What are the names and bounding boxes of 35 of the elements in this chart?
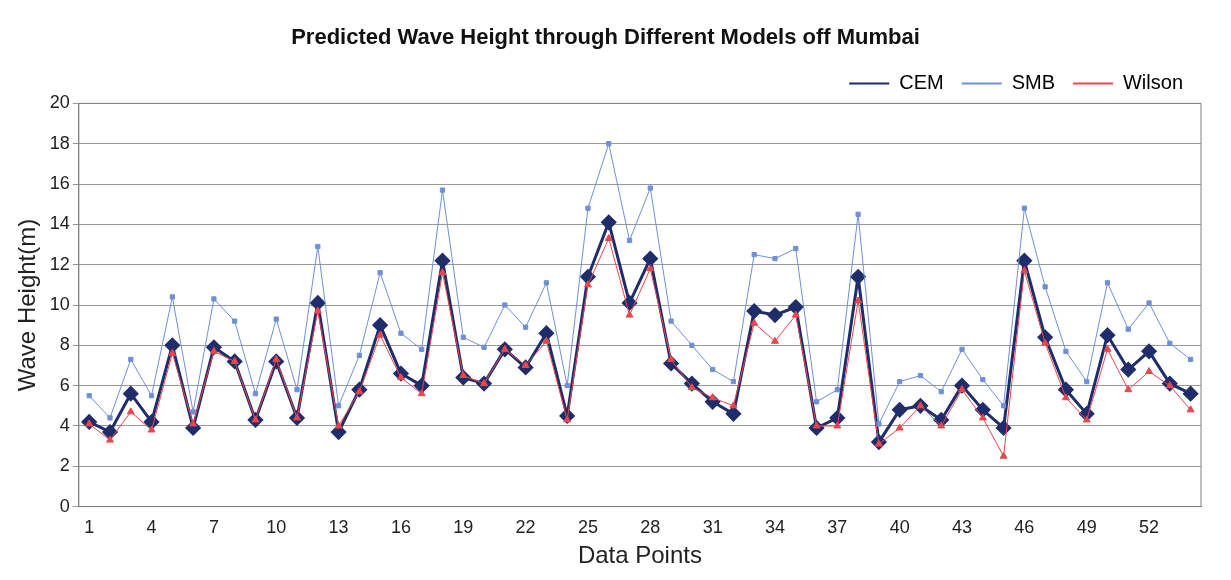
chart-title: Predicted Wave Height through Different Models off Mumbai	[291, 24, 920, 50]
y-tick-label: 16	[49, 173, 70, 194]
x-tick-label: 31	[702, 517, 723, 538]
y-tick-label: 18	[49, 132, 70, 153]
x-tick-label: 1	[84, 517, 95, 538]
x-tick-label: 7	[208, 517, 219, 538]
y-tick-label: 10	[49, 293, 70, 314]
y-tick-label: 0	[59, 495, 70, 516]
y-tick-label: 12	[49, 253, 70, 274]
x-tick-label: 43	[952, 517, 973, 538]
x-axis-title: Data Points	[577, 541, 702, 569]
y-tick-label: 8	[59, 334, 70, 355]
legend-label: SMB	[1011, 70, 1055, 93]
x-tick-label: 40	[889, 517, 910, 538]
x-tick-label: 52	[1139, 517, 1160, 538]
y-tick-label: 6	[59, 374, 70, 395]
x-tick-label: 37	[827, 517, 848, 538]
x-tick-label: 28	[640, 517, 661, 538]
x-tick-label: 49	[1076, 517, 1097, 538]
y-tick-label: 14	[49, 213, 70, 234]
x-tick-label: 22	[515, 517, 536, 538]
legend-label: CEM	[899, 70, 944, 93]
y-tick-label: 20	[49, 92, 70, 113]
x-tick-label: 34	[764, 517, 785, 538]
y-axis-title: Wave Height(m)	[13, 218, 41, 392]
x-tick-label: 10	[266, 517, 287, 538]
x-tick-label: 16	[390, 517, 411, 538]
x-tick-label: 4	[146, 517, 157, 538]
y-tick-label: 4	[59, 414, 70, 435]
x-tick-label: 25	[577, 517, 598, 538]
y-tick-label: 2	[59, 455, 70, 476]
x-tick-label: 13	[328, 517, 349, 538]
x-tick-label: 46	[1014, 517, 1035, 538]
legend-label: Wilson	[1122, 70, 1184, 93]
x-tick-label: 19	[453, 517, 474, 538]
